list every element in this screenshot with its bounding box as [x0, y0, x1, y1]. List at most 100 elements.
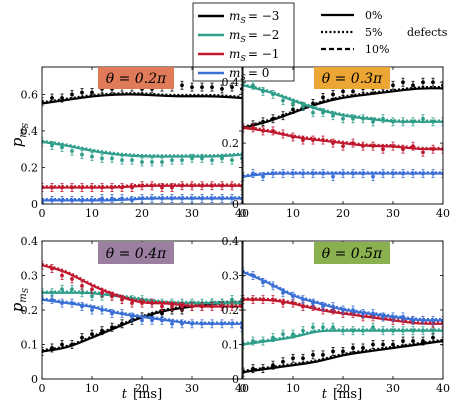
data-point-1-2-19	[431, 147, 435, 152]
data-point-1-0-4	[281, 113, 285, 118]
data-point-1-1-8	[321, 110, 325, 115]
data-point-1-1-19	[431, 119, 435, 124]
data-point-1-1-14	[381, 116, 385, 121]
data-point-0-1-6	[100, 156, 104, 161]
data-point-3-3-14	[381, 315, 385, 319]
data-point-3-1-18	[421, 328, 425, 333]
data-point-1-2-9	[331, 141, 335, 146]
x-tick-label-2-1: 10	[85, 382, 99, 395]
data-point-1-2-7	[311, 138, 315, 142]
data-point-1-1-9	[331, 113, 335, 118]
data-point-1-3-14	[381, 171, 385, 176]
data-point-2-2-0	[42, 263, 44, 268]
series-line-dotted-3-3	[243, 269, 443, 320]
data-point-3-1-7	[311, 325, 315, 330]
data-point-0-1-10	[140, 160, 144, 164]
data-point-1-2-10	[341, 144, 345, 149]
data-point-1-2-5	[291, 135, 295, 139]
x-tick-label-2-0: 0	[39, 382, 46, 395]
data-point-0-1-8	[120, 158, 124, 163]
data-point-0-3-18	[220, 196, 224, 201]
data-point-3-1-11	[351, 328, 355, 333]
data-point-3-3-20	[441, 318, 443, 323]
data-point-2-2-15	[190, 304, 194, 309]
x-tick-label-0-3: 30	[185, 207, 199, 220]
y-tick-label-0-1: 0.2	[21, 161, 39, 174]
series-line-dotted-2-2	[42, 262, 242, 306]
data-point-0-3-8	[120, 196, 124, 201]
chart-plot-area-0	[42, 80, 242, 204]
legend-series: mS = −3mS = −2mS = −1mS = 0	[192, 2, 295, 82]
chart-title-2: θ = 0.4π	[98, 242, 174, 264]
data-point-2-2-11	[150, 301, 154, 305]
data-point-1-0-8	[321, 95, 325, 100]
data-point-2-0-5	[90, 332, 94, 337]
data-point-0-3-11	[150, 196, 154, 201]
data-point-3-3-6	[301, 297, 305, 302]
data-point-2-2-13	[170, 304, 174, 309]
legend-series-label-1: mS = −2	[229, 28, 279, 44]
data-point-3-1-12	[361, 328, 365, 333]
data-point-3-2-2	[261, 297, 265, 302]
data-point-2-3-6	[100, 308, 104, 312]
data-point-0-3-12	[160, 196, 164, 201]
data-point-0-2-19	[230, 183, 234, 188]
data-point-1-2-17	[411, 144, 415, 149]
legend-series-label-value-3: = 0	[248, 66, 270, 80]
chart-frame-3	[242, 240, 444, 380]
data-point-2-2-9	[130, 301, 134, 305]
data-point-2-2-3	[70, 277, 74, 281]
data-point-3-0-7	[311, 352, 315, 357]
y-tick-label-1-1: 0.2	[222, 137, 240, 150]
data-point-2-3-7	[110, 311, 114, 316]
data-point-1-1-16	[401, 119, 405, 124]
data-point-3-0-11	[351, 346, 355, 350]
xlabel-var: t	[122, 387, 128, 402]
data-point-3-3-4	[281, 290, 285, 295]
data-point-0-2-20	[240, 183, 242, 188]
data-point-3-1-14	[381, 328, 385, 333]
data-point-3-1-10	[341, 328, 345, 333]
data-point-2-3-5	[90, 308, 94, 312]
data-point-2-1-0	[42, 290, 44, 295]
data-point-1-0-18	[421, 80, 425, 85]
data-point-0-2-1	[50, 185, 54, 190]
data-point-1-1-4	[281, 98, 285, 103]
data-point-1-0-16	[401, 80, 405, 85]
legend-series-label-value-2: = −1	[248, 47, 280, 61]
legend-series-label-prefix-2: m	[229, 47, 240, 61]
data-point-1-2-2	[261, 129, 265, 133]
chart-title-bg-0	[98, 67, 174, 89]
data-point-2-3-15	[190, 321, 194, 326]
x-tick-label-2-2: 20	[135, 382, 149, 395]
data-point-0-3-20	[240, 196, 242, 201]
ylabel-subsub-2: S	[21, 287, 30, 293]
data-point-2-3-9	[130, 315, 134, 319]
x-tick-label-3-3: 30	[386, 382, 400, 395]
y-tick-label-3-0: 0	[232, 373, 239, 386]
data-point-1-2-14	[381, 147, 385, 152]
data-point-2-0-12	[160, 311, 164, 316]
data-point-2-0-4	[80, 335, 84, 340]
y-tick-label-3-3: 0.3	[222, 270, 240, 283]
data-point-3-0-3	[271, 363, 275, 368]
data-point-1-1-20	[441, 119, 443, 124]
xlabel-unit: [ms]	[133, 387, 162, 402]
data-point-3-3-10	[341, 308, 345, 312]
data-point-0-3-2	[60, 198, 64, 203]
data-point-2-3-14	[180, 321, 184, 326]
y-tick-label-3-4: 0.4	[222, 235, 240, 248]
data-point-1-3-19	[431, 171, 435, 176]
data-point-3-1-6	[301, 328, 305, 333]
data-point-1-3-3	[271, 171, 275, 176]
data-point-0-2-18	[220, 183, 224, 188]
data-point-0-2-5	[90, 185, 94, 190]
data-point-1-1-1	[251, 83, 255, 88]
legend-series-label-0: mS = −3	[229, 9, 279, 25]
data-point-2-2-10	[140, 301, 144, 305]
data-point-3-0-18	[421, 339, 425, 343]
ylabel-subsub: S	[21, 122, 30, 128]
data-point-1-3-11	[351, 171, 355, 176]
data-point-1-3-6	[301, 171, 305, 176]
